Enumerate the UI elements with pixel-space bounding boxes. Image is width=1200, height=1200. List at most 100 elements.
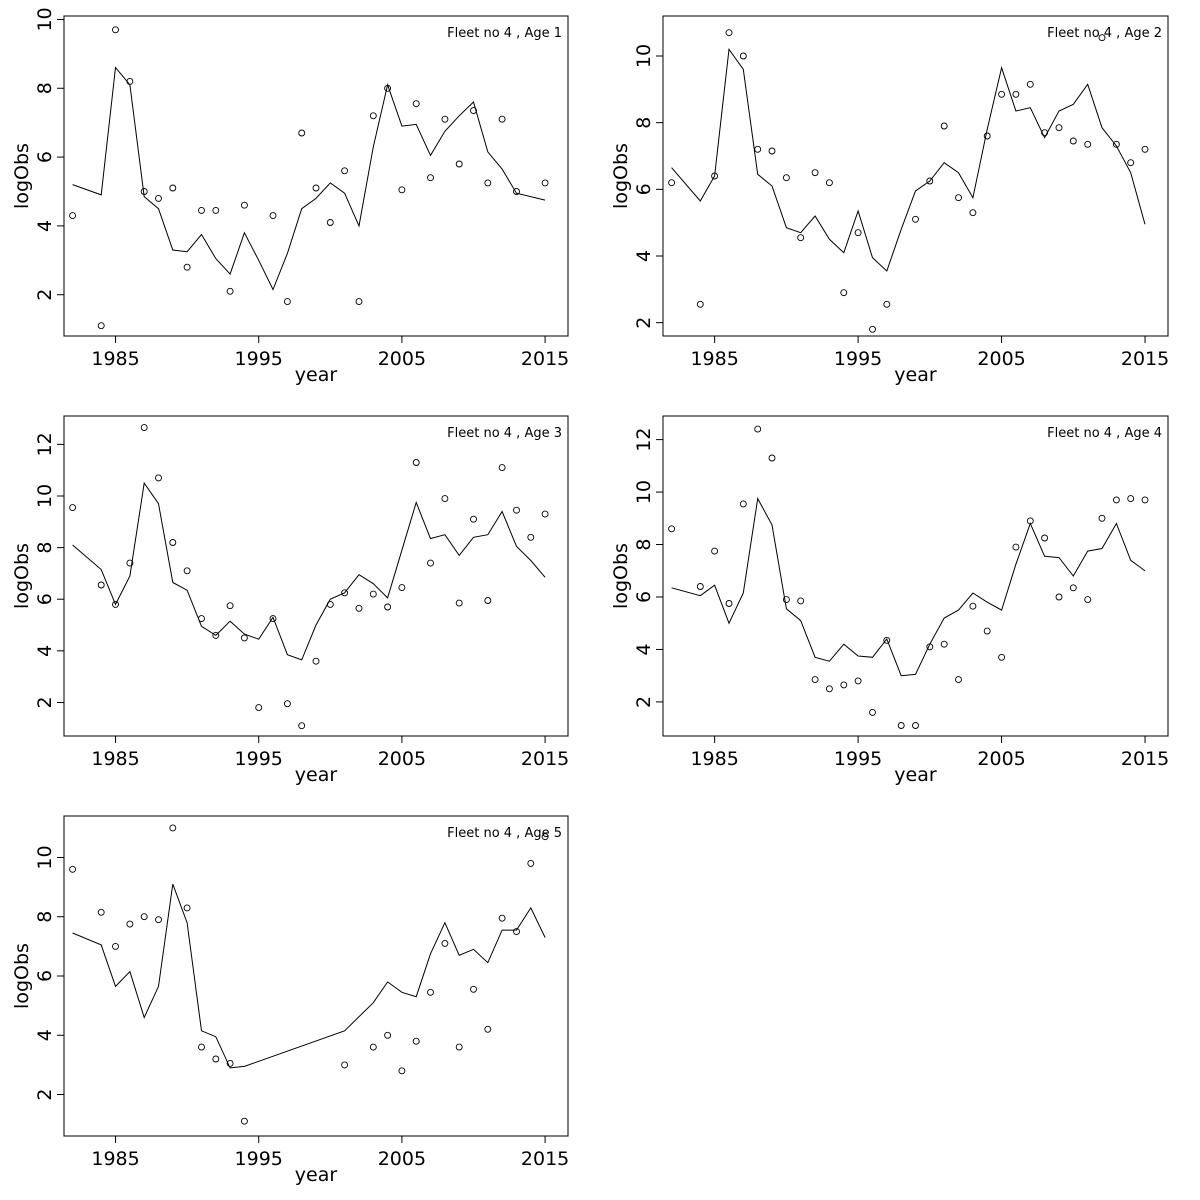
data-point	[969, 602, 977, 610]
x-tick-label: 2005	[378, 348, 426, 370]
data-point	[341, 1061, 349, 1069]
data-point	[696, 300, 704, 308]
data-point	[1127, 495, 1135, 503]
data-point	[983, 132, 991, 140]
data-point	[498, 115, 506, 123]
data-point	[513, 506, 520, 514]
data-point	[126, 77, 134, 85]
data-point	[470, 107, 477, 115]
data-point	[940, 122, 948, 130]
y-tick-label: 6	[633, 183, 655, 195]
data-point	[341, 589, 349, 597]
data-point	[369, 590, 377, 598]
data-point	[169, 539, 177, 546]
data-point	[527, 533, 535, 541]
data-point	[1055, 124, 1063, 132]
data-point	[1012, 543, 1020, 551]
x-tick-label: 2005	[977, 748, 1025, 770]
data-point	[541, 510, 549, 518]
x-axis-label: year	[894, 764, 937, 786]
data-point	[155, 194, 162, 202]
y-tick-label: 2	[34, 289, 56, 301]
x-tick-label: 1985	[690, 348, 738, 370]
y-tick-label: 4	[34, 645, 56, 657]
plot-frame	[662, 415, 1169, 737]
fitted-line	[72, 66, 546, 291]
panel-title: Fleet no 4 , Age 5	[447, 826, 562, 841]
data-point	[825, 685, 833, 693]
data-point	[169, 184, 177, 192]
data-point	[912, 722, 919, 729]
data-point	[427, 988, 434, 996]
data-point	[97, 908, 105, 916]
data-point	[484, 597, 492, 604]
data-point	[1098, 514, 1106, 522]
x-tick-label: 1995	[834, 348, 882, 370]
data-point	[711, 547, 719, 555]
panel-title: Fleet no 4 , Age 2	[1047, 26, 1162, 41]
data-point	[541, 179, 549, 187]
y-tick-label: 4	[34, 1029, 56, 1041]
fitted-line	[671, 497, 1146, 677]
fitted-line	[72, 481, 546, 661]
data-point	[1112, 496, 1120, 504]
y-tick-label: 8	[34, 911, 56, 923]
data-point	[969, 209, 977, 217]
data-point	[326, 219, 334, 226]
y-tick-label: 8	[34, 542, 56, 554]
data-point	[1055, 593, 1063, 601]
y-axis-label: logObs	[11, 143, 33, 209]
data-point	[427, 174, 434, 182]
y-axis-label: logObs	[610, 143, 632, 209]
x-tick-label: 2015	[521, 348, 569, 370]
data-point	[668, 179, 676, 187]
data-point	[398, 1067, 406, 1075]
data-point	[298, 129, 306, 137]
data-point	[155, 916, 162, 924]
plot-frame	[63, 815, 569, 1137]
panel-4: Fleet no 4 , Age 4 1985 1995 2005 2015 year 2 4…	[610, 415, 1169, 786]
data-point	[782, 596, 790, 604]
x-tick-label: 2015	[521, 748, 569, 770]
data-point	[183, 263, 191, 271]
data-point	[240, 634, 248, 642]
data-point	[739, 500, 747, 508]
data-point	[1084, 140, 1092, 148]
y-tick-label: 12	[633, 428, 655, 452]
data-point	[541, 833, 549, 841]
data-point	[427, 559, 434, 567]
x-axis-label: year	[295, 764, 338, 786]
panel-title: Fleet no 4 , Age 4	[1047, 426, 1162, 441]
data-point	[126, 920, 134, 928]
y-tick-label: 4	[34, 220, 56, 232]
data-point	[97, 322, 105, 330]
data-point	[369, 1043, 377, 1051]
data-point	[854, 677, 862, 685]
panel-title: Fleet no 4 , Age 3	[447, 426, 562, 441]
data-point	[725, 29, 733, 37]
panel-3: Fleet no 4 , Age 3 1985 1995 2005 2015 year 2 4…	[11, 415, 569, 786]
data-point	[69, 212, 77, 220]
data-point	[668, 525, 676, 533]
data-point	[754, 145, 762, 153]
data-point	[825, 179, 833, 187]
data-point	[412, 1037, 420, 1045]
data-point	[455, 599, 463, 607]
fitted-line	[671, 47, 1146, 272]
data-point	[840, 289, 848, 297]
data-point	[112, 942, 119, 950]
data-point	[484, 179, 492, 187]
data-point	[198, 206, 205, 214]
data-point	[768, 454, 776, 462]
data-point	[212, 206, 220, 214]
data-point	[226, 1059, 234, 1067]
y-tick-label: 4	[633, 250, 655, 262]
y-tick-label: 12	[34, 432, 56, 456]
y-tick-label: 8	[633, 538, 655, 550]
data-point	[212, 631, 220, 639]
data-point	[69, 504, 77, 512]
data-point	[754, 425, 762, 433]
data-point	[1084, 596, 1092, 604]
data-point	[869, 325, 876, 333]
